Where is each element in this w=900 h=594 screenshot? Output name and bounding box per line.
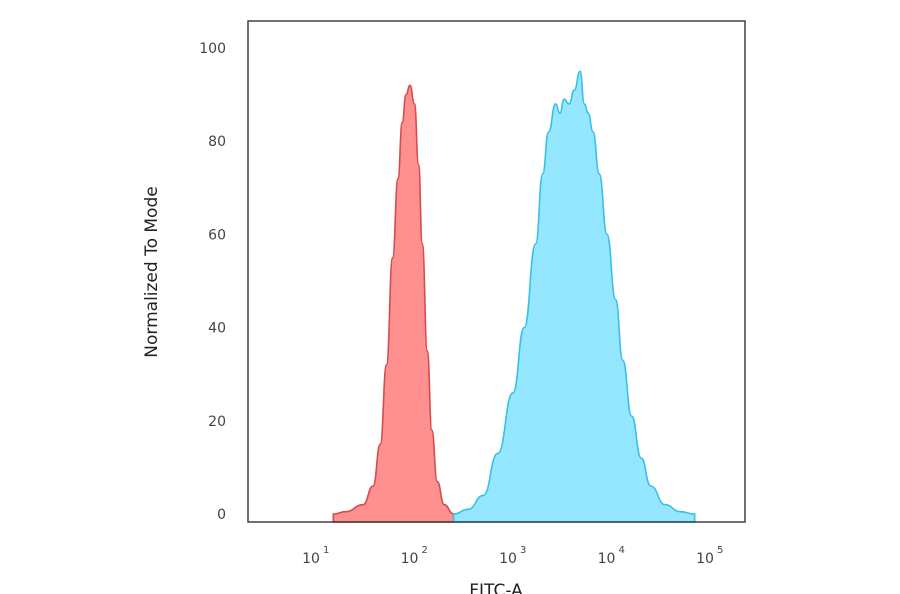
series-layer <box>332 70 696 523</box>
x-tick: 103 <box>499 545 526 567</box>
y-tick-label: 40 <box>208 321 226 337</box>
x-tick-base: 10 <box>302 551 320 567</box>
histogram-series-2 <box>452 70 696 523</box>
x-tick: 104 <box>598 545 625 567</box>
y-tick-label: 20 <box>208 414 226 430</box>
x-tick-base: 10 <box>598 551 616 567</box>
x-tick: 105 <box>696 545 723 567</box>
y-tick-label: 80 <box>208 134 226 150</box>
x-tick: 102 <box>401 545 428 567</box>
x-tick-exponent: 5 <box>717 545 723 556</box>
y-tick-label: 100 <box>199 41 226 57</box>
plot-frame <box>247 20 746 523</box>
y-tick-label: 60 <box>208 227 226 243</box>
x-tick-exponent: 1 <box>323 545 329 556</box>
x-tick-exponent: 3 <box>520 545 526 556</box>
x-tick-base: 10 <box>696 551 714 567</box>
histogram-series-1 <box>332 84 455 523</box>
x-tick-exponent: 2 <box>422 545 428 556</box>
y-tick-label: 0 <box>217 507 226 523</box>
x-axis-label: FITC-A <box>469 581 523 594</box>
x-tick-exponent: 4 <box>619 545 625 556</box>
x-tick: 101 <box>302 545 329 567</box>
x-tick-base: 10 <box>499 551 517 567</box>
y-axis-label: Normalized To Mode <box>142 186 162 357</box>
y-axis: 0 20 40 60 80 100 <box>199 41 226 523</box>
x-tick-base: 10 <box>401 551 419 567</box>
